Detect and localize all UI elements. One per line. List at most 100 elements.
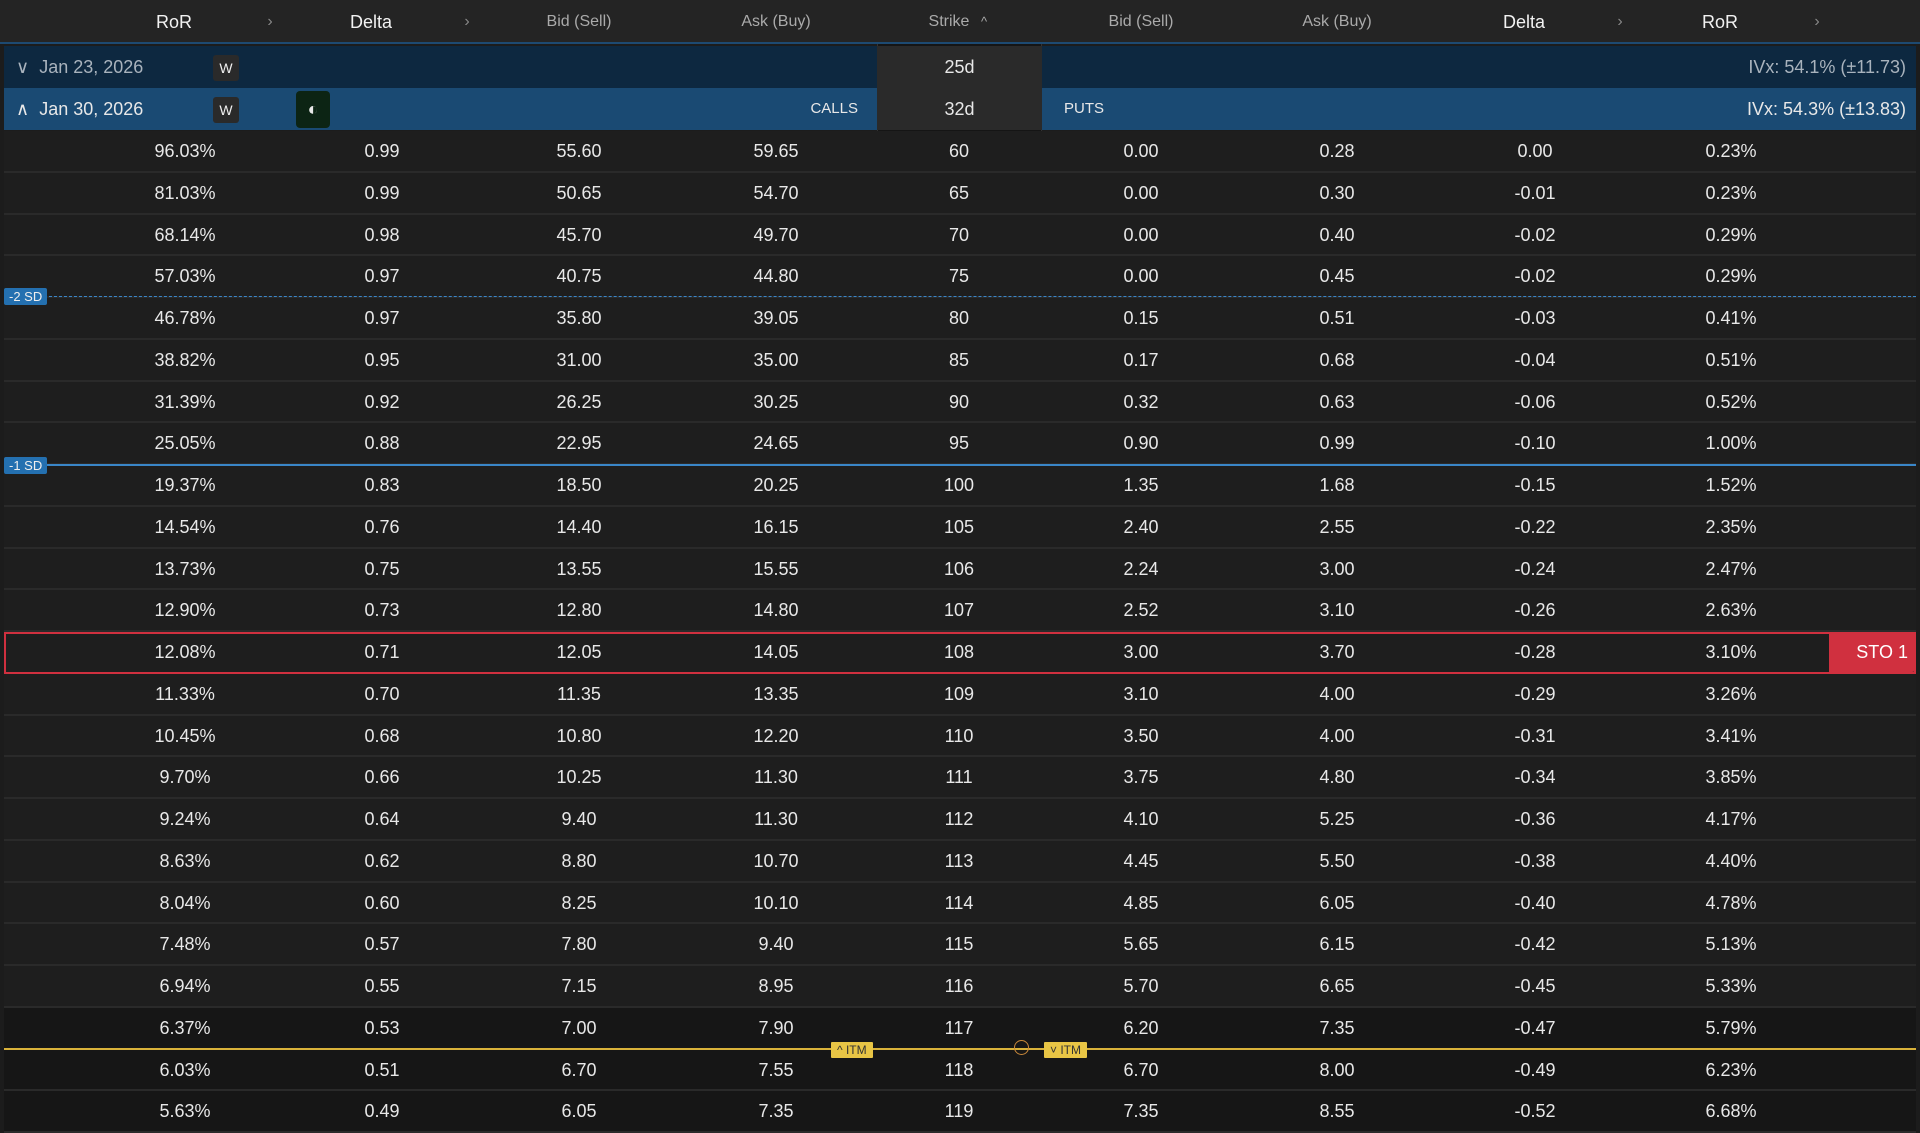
call-ror[interactable]: 8.04%: [159, 892, 211, 913]
call-ask[interactable]: 15.55: [753, 558, 799, 579]
call-ror[interactable]: 6.37%: [159, 1017, 211, 1038]
call-ror[interactable]: 46.78%: [154, 308, 216, 328]
put-ask[interactable]: 5.25: [1319, 809, 1355, 829]
put-ask[interactable]: 0.45: [1319, 266, 1355, 287]
put-delta[interactable]: -0.22: [1514, 516, 1556, 537]
call-delta[interactable]: 0.68: [364, 725, 400, 746]
put-ask[interactable]: 8.00: [1319, 1059, 1355, 1080]
call-bid[interactable]: 8.25: [561, 892, 597, 913]
header-puts-delta[interactable]: Delta: [1502, 12, 1546, 32]
call-bid[interactable]: 13.55: [556, 558, 602, 579]
put-ask[interactable]: 7.35: [1319, 1017, 1355, 1038]
half-moon-icon[interactable]: ◐: [296, 91, 330, 128]
put-ror[interactable]: 5.33%: [1705, 976, 1757, 996]
put-delta[interactable]: -0.24: [1514, 558, 1556, 579]
call-bid[interactable]: 10.25: [556, 767, 602, 788]
put-ror[interactable]: 2.63%: [1705, 600, 1757, 621]
call-delta[interactable]: 0.70: [364, 683, 400, 704]
call-ask[interactable]: 35.00: [753, 349, 799, 370]
call-ask[interactable]: 11.30: [754, 767, 798, 788]
call-ror[interactable]: 7.48%: [159, 934, 211, 955]
put-bid[interactable]: 3.50: [1123, 725, 1159, 746]
put-ask[interactable]: 6.65: [1319, 976, 1355, 996]
table-row[interactable]: 13.73% 0.75 13.55 15.55 106 2.24 3.00 -0.24 2.47…: [4, 548, 1916, 591]
table-row[interactable]: 19.37% 0.83 18.50 20.25 100 1.35 1.68 -0.15 1.52…: [4, 465, 1916, 507]
table-row[interactable]: 12.90% 0.73 12.80 14.80 107 2.52 3.10 -0.26 2.63…: [4, 590, 1916, 632]
call-ask[interactable]: 44.80: [753, 266, 799, 287]
put-ror[interactable]: 1.52%: [1705, 475, 1757, 495]
table-row[interactable]: 25.05% 0.88 22.95 24.65 95 0.90 0.99 -0.10 1.00%: [4, 423, 1916, 465]
put-ask[interactable]: 0.28: [1319, 141, 1355, 161]
call-bid[interactable]: 9.40: [561, 809, 597, 829]
call-bid[interactable]: 7.80: [561, 934, 597, 955]
put-ask[interactable]: 4.80: [1319, 767, 1355, 788]
put-ror[interactable]: 4.78%: [1705, 892, 1757, 913]
call-ror[interactable]: 11.33%: [155, 683, 215, 704]
call-ask[interactable]: 11.30: [754, 809, 798, 829]
call-delta[interactable]: 0.97: [364, 266, 400, 287]
call-bid[interactable]: 10.80: [556, 725, 602, 746]
put-ask[interactable]: 4.00: [1319, 725, 1355, 746]
call-ror[interactable]: 31.39%: [154, 391, 216, 412]
call-delta[interactable]: 0.49: [364, 1101, 400, 1122]
call-delta[interactable]: 0.53: [364, 1017, 400, 1038]
call-ror[interactable]: 9.70%: [159, 767, 211, 788]
call-ror[interactable]: 13.73%: [154, 558, 216, 579]
call-bid[interactable]: 40.75: [556, 266, 602, 287]
call-ror[interactable]: 12.08%: [154, 642, 216, 662]
header-calls-bid[interactable]: Bid (Sell): [546, 13, 612, 30]
table-row[interactable]: 6.37% 0.53 7.00 7.90 117 6.20 7.35 -0.47 5.79%: [4, 1007, 1916, 1050]
call-bid[interactable]: 55.60: [556, 141, 602, 161]
call-ask[interactable]: 10.10: [753, 892, 799, 913]
call-ask[interactable]: 9.40: [758, 934, 794, 955]
put-bid[interactable]: 0.17: [1123, 349, 1159, 370]
call-ror[interactable]: 68.14%: [154, 224, 216, 245]
put-delta[interactable]: -0.38: [1514, 850, 1556, 871]
call-ask[interactable]: 49.70: [753, 224, 799, 245]
call-delta[interactable]: 0.51: [364, 1059, 400, 1080]
call-ror[interactable]: 14.54%: [154, 516, 216, 537]
call-bid[interactable]: 7.15: [561, 976, 597, 996]
put-bid[interactable]: 6.70: [1123, 1059, 1159, 1080]
call-bid[interactable]: 6.70: [561, 1059, 597, 1080]
put-ror[interactable]: 0.51%: [1705, 349, 1757, 370]
call-ror[interactable]: 96.03%: [154, 141, 216, 161]
chevron-right-icon[interactable]: ›: [1814, 13, 1820, 30]
put-ask[interactable]: 0.99: [1319, 433, 1355, 454]
call-ask[interactable]: 14.05: [753, 642, 799, 662]
call-bid[interactable]: 45.70: [556, 224, 602, 245]
put-delta[interactable]: -0.29: [1514, 683, 1556, 704]
put-delta[interactable]: -0.02: [1514, 266, 1556, 287]
table-row[interactable]: 12.08% 0.71 12.05 14.05 108 3.00 3.70 -0.28 3.10…: [4, 632, 1916, 674]
call-ror[interactable]: 38.82%: [154, 349, 216, 370]
put-ror[interactable]: 6.23%: [1705, 1059, 1757, 1080]
expiration-row[interactable]: ∨ Jan 23, 2026 W 25d IVx: 54.1% (±11.73): [4, 46, 1916, 88]
put-bid[interactable]: 7.35: [1123, 1101, 1159, 1122]
call-bid[interactable]: 26.25: [556, 391, 602, 412]
chevron-right-icon[interactable]: ›: [1617, 13, 1623, 30]
put-bid[interactable]: 0.32: [1123, 391, 1159, 412]
put-ask[interactable]: 4.00: [1319, 683, 1355, 704]
call-ror[interactable]: 12.90%: [154, 600, 216, 621]
put-ask[interactable]: 6.05: [1319, 892, 1355, 913]
table-row[interactable]: 7.48% 0.57 7.80 9.40 115 5.65 6.15 -0.42 5.13%: [4, 924, 1916, 966]
put-delta[interactable]: -0.52: [1514, 1101, 1556, 1122]
put-delta[interactable]: -0.01: [1514, 182, 1556, 203]
call-ror[interactable]: 25.05%: [154, 433, 216, 454]
put-bid[interactable]: 0.00: [1123, 224, 1159, 245]
call-bid[interactable]: 50.65: [556, 182, 602, 203]
call-ror[interactable]: 19.37%: [154, 475, 216, 495]
put-delta[interactable]: -0.34: [1514, 767, 1556, 788]
call-delta[interactable]: 0.64: [364, 809, 400, 829]
call-delta[interactable]: 0.97: [364, 308, 400, 328]
put-delta[interactable]: -0.06: [1514, 391, 1556, 412]
put-bid[interactable]: 3.75: [1123, 767, 1159, 788]
put-ask[interactable]: 2.55: [1319, 516, 1355, 537]
call-bid[interactable]: 14.40: [556, 516, 602, 537]
put-ror[interactable]: 0.23%: [1705, 141, 1757, 161]
put-ror[interactable]: 4.17%: [1705, 809, 1757, 829]
put-ror[interactable]: 2.47%: [1705, 558, 1757, 579]
put-bid[interactable]: 3.00: [1123, 642, 1159, 662]
call-delta[interactable]: 0.98: [364, 224, 400, 245]
chevron-right-icon[interactable]: ›: [464, 13, 470, 30]
